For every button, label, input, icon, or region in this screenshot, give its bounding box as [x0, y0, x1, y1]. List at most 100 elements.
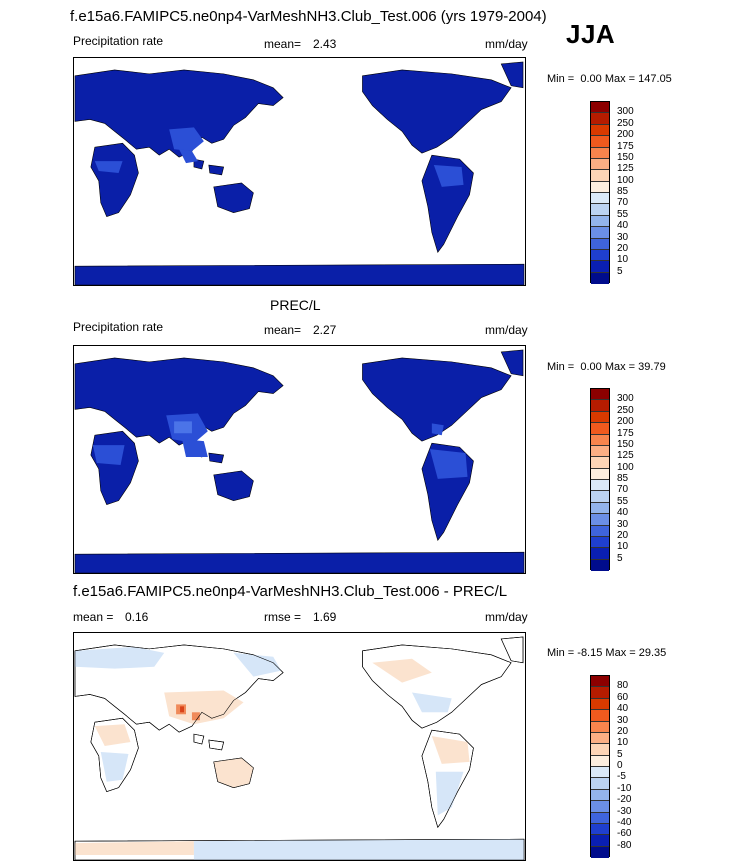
panel2-mean-value: 2.27	[313, 323, 337, 337]
colorbar-tick-label: 5	[617, 265, 623, 277]
colorbar-tick-label: 250	[617, 404, 634, 416]
colorbar-swatch	[591, 846, 609, 858]
panel2-minmax: Min = 0.00 Max = 39.79	[547, 361, 666, 373]
colorbar-tick-label: 300	[617, 393, 634, 405]
colorbar-swatch	[591, 204, 609, 216]
colorbar-tick-label: -80	[617, 839, 632, 851]
colorbar-swatch	[591, 676, 609, 688]
colorbar-obs	[590, 388, 610, 571]
colorbar-swatch	[591, 215, 609, 228]
season-label: JJA	[566, 19, 616, 49]
colorbar-swatch	[591, 755, 609, 767]
colorbar-swatch	[591, 113, 609, 125]
colorbar-swatch	[591, 272, 609, 284]
colorbar-tick-label: 300	[617, 106, 634, 118]
panel1-mean-value: 2.43	[313, 37, 337, 51]
panel3-rmse-value: 1.69	[313, 610, 337, 624]
colorbar-tick-label: 40	[617, 507, 629, 519]
figure-title: f.e15a6.FAMIPC5.ne0np4-VarMeshNH3.Club_T…	[70, 8, 547, 25]
wet-regions	[92, 413, 468, 479]
colorbar-swatch	[591, 767, 609, 779]
colorbar-swatch	[591, 400, 609, 412]
panel2-units: mm/day	[485, 323, 528, 337]
colorbar-tick-label: 125	[617, 163, 634, 175]
colorbar-swatch	[591, 249, 609, 262]
colorbar-swatch	[591, 823, 609, 836]
colorbar-swatch	[591, 227, 609, 239]
colorbar-tick-label: 175	[617, 140, 634, 152]
colorbar-swatch	[591, 261, 609, 273]
colorbar-swatch	[591, 536, 609, 549]
colorbar-tick-label: 60	[617, 691, 629, 703]
colorbar-test	[590, 101, 610, 284]
colorbar-diff	[590, 675, 610, 858]
colorbar-tick-label: 250	[617, 117, 634, 129]
colorbar-tick-label: 70	[617, 197, 629, 209]
colorbar-swatch	[591, 158, 609, 171]
panel3-rmse-label: rmse =	[264, 610, 302, 624]
world-map-obs	[74, 349, 525, 573]
colorbar-tick-label: 10	[617, 541, 629, 553]
land-areas	[74, 61, 525, 285]
colorbar-tick-label: 100	[617, 461, 634, 473]
panel3-mean-value: 0.16	[125, 610, 149, 624]
colorbar-swatch	[591, 744, 609, 756]
colorbar-tick-label: 125	[617, 450, 634, 462]
world-map-test	[74, 61, 525, 285]
colorbar-swatch	[591, 457, 609, 469]
colorbar-swatch	[591, 698, 609, 711]
colorbar-swatch	[591, 102, 609, 114]
map-panel-diff	[73, 632, 526, 861]
colorbar-tick-label: 175	[617, 427, 634, 439]
panel3-minmax: Min = -8.15 Max = 29.35	[547, 647, 667, 659]
colorbar-swatch	[591, 445, 609, 458]
colorbar-tick-label: 5	[617, 748, 623, 760]
colorbar-swatch	[591, 480, 609, 492]
colorbar-swatch	[591, 434, 609, 446]
colorbar-swatch	[591, 559, 609, 571]
colorbar-swatch	[591, 502, 609, 515]
colorbar-swatch	[591, 193, 609, 205]
colorbar-swatch	[591, 238, 609, 250]
colorbar-tick-label: 100	[617, 174, 634, 186]
colorbar-tick-label: 200	[617, 129, 634, 141]
colorbar-tick-label: 0	[617, 760, 623, 771]
panel2-variable-label: Precipitation rate	[73, 320, 164, 334]
colorbar-swatch	[591, 389, 609, 401]
colorbar-tick-label: 85	[617, 473, 629, 484]
colorbar-swatch	[591, 812, 609, 824]
colorbar-tick-label: 40	[617, 703, 629, 715]
colorbar-tick-label: -30	[617, 805, 632, 817]
colorbar-tick-label: -60	[617, 828, 632, 840]
colorbar-tick-label: 30	[617, 231, 629, 243]
panel1-variable-label: Precipitation rate	[73, 34, 164, 48]
panel2-title: PREC/L	[270, 297, 321, 313]
map-panel-test	[73, 57, 526, 286]
colorbar-swatch	[591, 124, 609, 137]
colorbar-tick-label: 70	[617, 484, 629, 496]
panel3-title: f.e15a6.FAMIPC5.ne0np4-VarMeshNH3.Club_T…	[73, 583, 508, 600]
colorbar-swatch	[591, 789, 609, 802]
colorbar-tick-label: 10	[617, 254, 629, 266]
colorbar-swatch	[591, 710, 609, 722]
colorbar-swatch	[591, 491, 609, 503]
colorbar-swatch	[591, 514, 609, 526]
colorbar-tick-label: -20	[617, 794, 632, 806]
colorbar-swatch	[591, 181, 609, 193]
panel1-units: mm/day	[485, 37, 528, 51]
colorbar-tick-label: 40	[617, 220, 629, 232]
wet-regions	[94, 127, 464, 187]
colorbar-tick-label: 5	[617, 552, 623, 564]
colorbar-tick-label: 55	[617, 495, 629, 507]
colorbar-swatch	[591, 525, 609, 537]
world-map-diff	[74, 636, 525, 860]
colorbar-tick-label: -5	[617, 771, 626, 783]
panel1-minmax: Min = 0.00 Max = 147.05	[547, 73, 672, 85]
colorbar-tick-label: 30	[617, 714, 629, 726]
colorbar-tick-label: -40	[617, 816, 632, 828]
colorbar-tick-label: 150	[617, 151, 634, 163]
colorbar-swatch	[591, 468, 609, 480]
colorbar-tick-label: 20	[617, 725, 629, 737]
colorbar-tick-label: 150	[617, 438, 634, 450]
colorbar-tick-label: 85	[617, 186, 629, 197]
